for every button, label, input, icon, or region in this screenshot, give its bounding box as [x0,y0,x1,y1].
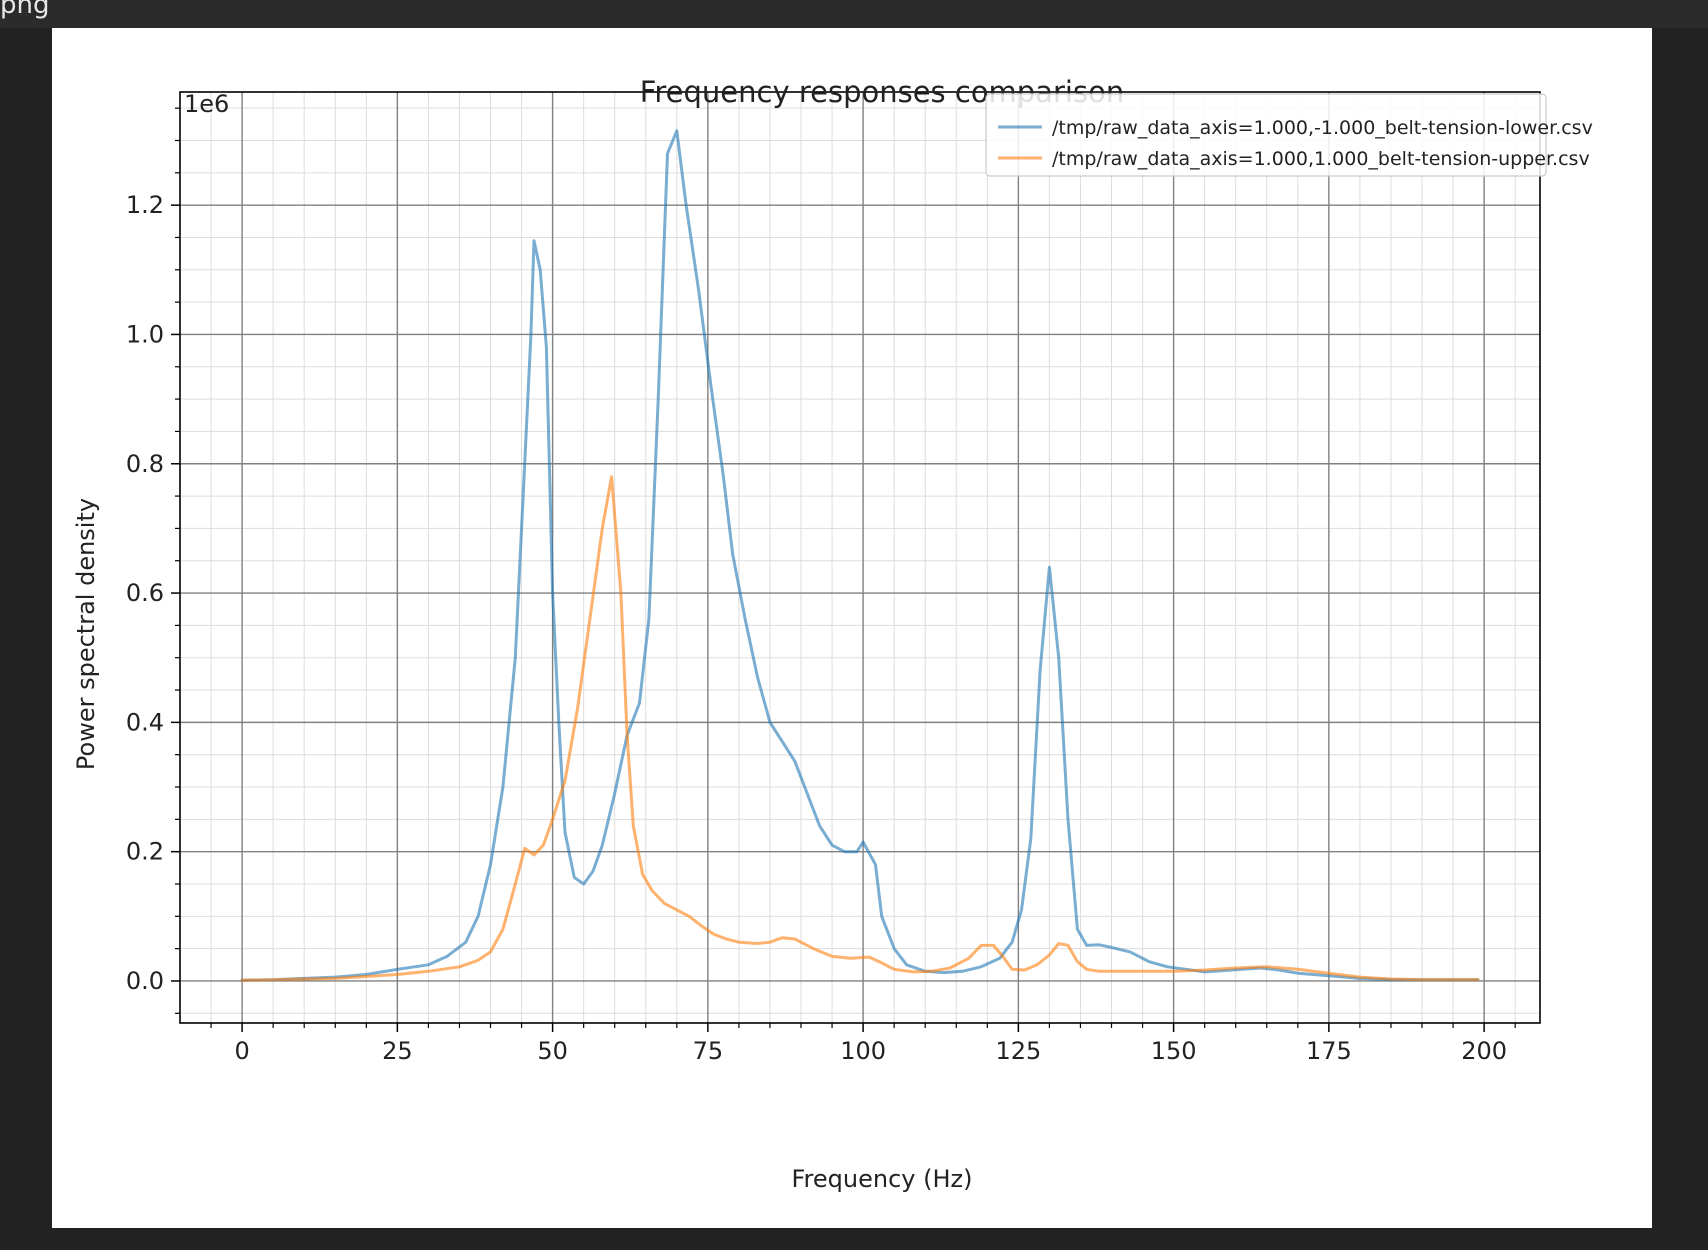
frequency-chart: 0 25 50 75 100 125 150 175 200 0.0 0.2 0.4 0.6 0.8 1.… [72,75,1593,1193]
x-tick-label: 100 [840,1037,886,1065]
x-tick-label: 200 [1461,1037,1507,1065]
y-tick-label: 0.2 [126,838,164,866]
y-tick-labels: 0.0 0.2 0.4 0.6 0.8 1.0 1.2 [126,191,164,995]
y-tick-label: 0.6 [126,579,164,607]
x-tick-label: 50 [537,1037,568,1065]
plot-frame [179,91,1541,1024]
y-tick-label: 0.0 [126,967,164,995]
header-text: png [0,0,50,20]
x-axis-label: Frequency (Hz) [792,1165,973,1193]
series-line-upper [240,475,1480,982]
y-tick-label: 0.4 [126,708,164,736]
legend-label-lower: /tmp/raw_data_axis=1.000,-1.000_belt-ten… [1052,117,1593,139]
x-tick-label: 75 [693,1037,724,1065]
series-line-lower [240,129,1480,982]
x-tick-label: 25 [382,1037,413,1065]
x-tick-label: 0 [234,1037,249,1065]
legend-label-upper: /tmp/raw_data_axis=1.000,1.000_belt-tens… [1052,148,1590,170]
series-lines [240,129,1480,982]
y-tick-label: 1.0 [126,320,164,348]
legend-box [985,93,1547,177]
figure-panel: 0 25 50 75 100 125 150 175 200 0.0 0.2 0.4 0.6 0.8 1.… [52,28,1652,1228]
axis-ticks [171,107,1516,1032]
x-tick-labels: 0 25 50 75 100 125 150 175 200 [234,1037,1507,1065]
x-tick-label: 175 [1306,1037,1352,1065]
major-grid [180,92,1540,1023]
page-header: png [0,0,1708,28]
x-tick-label: 150 [1151,1037,1197,1065]
y-axis-label: Power spectral density [72,498,100,770]
minor-grid [180,92,1540,1023]
x-tick-label: 125 [995,1037,1041,1065]
y-tick-label: 1.2 [126,191,164,219]
y-tick-label: 0.8 [126,450,164,478]
legend: /tmp/raw_data_axis=1.000,-1.000_belt-ten… [985,93,1593,177]
y-offset-label: 1e6 [184,90,229,118]
